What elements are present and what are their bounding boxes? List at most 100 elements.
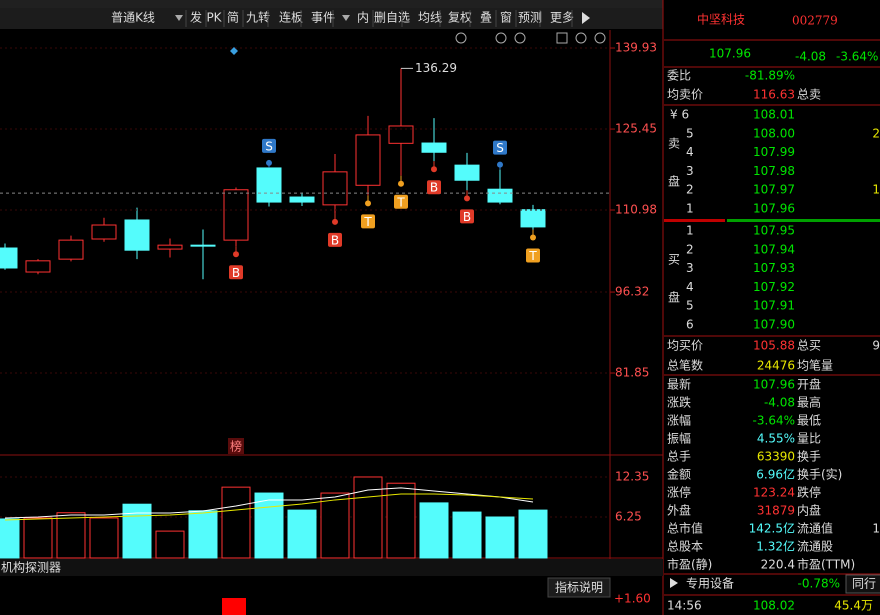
row-label: 流通股 [797, 540, 833, 554]
toolbar-button[interactable]: 叠 [480, 11, 492, 25]
row-value: 116.63 [753, 88, 795, 102]
candle-body [487, 188, 513, 203]
row-value: 24476 [757, 359, 795, 373]
book-level: 3 [686, 164, 694, 178]
signal-dot [530, 234, 536, 241]
toolbar-button[interactable]: 删自选 [374, 11, 410, 25]
signal-box [361, 214, 375, 229]
tool-icon[interactable] [514, 32, 526, 44]
row-label: 涨跌 [667, 395, 691, 410]
signal-box [460, 209, 474, 224]
book-level: 1 [686, 224, 694, 238]
row-label: 振幅 [667, 431, 691, 446]
toolbar-button[interactable]: 窗 [500, 11, 512, 25]
volume-bar [254, 492, 284, 559]
change-pct: -3.64% [836, 50, 878, 64]
row-label: 均笔量 [797, 358, 833, 373]
volume-bar [188, 510, 218, 559]
candle-body [520, 209, 546, 228]
book-side: 盘 [668, 290, 680, 305]
toolbar-button[interactable]: 更多 [550, 11, 574, 25]
candle-body [322, 171, 348, 206]
tool-icon[interactable] [575, 32, 587, 44]
tool-icon[interactable] [495, 32, 507, 44]
indicator-block [222, 598, 246, 615]
sector-name[interactable]: 专用设备 [686, 576, 734, 591]
stock-code: 002779 [792, 14, 838, 28]
y-tick-label: 110.98 [615, 203, 657, 217]
button[interactable] [547, 577, 611, 598]
signal-dot [398, 180, 404, 187]
signal-dot [464, 195, 470, 202]
row-label: 总市值 [667, 521, 703, 536]
book-price: 108.00 [753, 126, 795, 140]
candle-body [190, 244, 216, 247]
row-label: 涨幅 [667, 413, 691, 428]
signal-label: T [396, 195, 405, 209]
row-label: 总笔数 [667, 358, 703, 373]
book-level: 2 [686, 242, 694, 256]
row-label: 内盘 [797, 503, 821, 518]
signal-label: B [430, 181, 438, 195]
book-level: 5 [686, 126, 694, 140]
row-value: 107.96 [753, 378, 795, 392]
tool-icon[interactable] [594, 32, 606, 44]
price: 107.96 [709, 47, 751, 61]
toolbar-button[interactable]: 预测 [518, 11, 542, 25]
toolbar-button[interactable]: 九转 [246, 10, 270, 25]
signal-dot [266, 159, 272, 166]
y-tick-label: 12.35 [615, 469, 649, 483]
tab[interactable] [845, 574, 880, 594]
signal-box [328, 232, 342, 247]
toolbar-button[interactable]: 连板 [279, 10, 303, 25]
toolbar-button[interactable]: 内 [357, 11, 369, 25]
row-label: 总手 [667, 450, 691, 464]
play-icon [582, 12, 590, 24]
row-value: 4.55% [757, 432, 795, 446]
toolbar-button[interactable]: 复权 [448, 11, 472, 25]
row-value: 142.5亿 [749, 521, 795, 536]
top-strip [0, 0, 663, 8]
row-label: 最高 [797, 395, 821, 410]
candle-body [124, 219, 150, 251]
row-label: 总股本 [667, 540, 703, 554]
toolbar-button[interactable]: 发 [190, 10, 202, 25]
row-label: 市盈(TTM) [797, 557, 855, 572]
row-value: 1.32亿 [756, 539, 795, 554]
toolbar-button[interactable]: 普通K线 [111, 11, 155, 25]
row-extra: 1 [872, 522, 880, 536]
signal-box [262, 138, 276, 153]
candle-body [91, 224, 117, 240]
tab-label[interactable]: 同行 [852, 577, 876, 591]
book-price: 107.98 [753, 164, 795, 178]
toolbar [0, 8, 663, 29]
book-level: 1 [686, 202, 694, 216]
row-label: 均买价 [667, 339, 703, 353]
toolbar-button[interactable]: PK [206, 11, 222, 25]
row-label: 总卖 [797, 88, 821, 102]
row-value: 123.24 [753, 486, 795, 500]
row-extra: 9 [872, 339, 880, 353]
tool-icon[interactable] [455, 32, 467, 44]
book-level: ¥ 6 [670, 108, 689, 122]
row-value: 31879 [757, 504, 795, 518]
toolbar-button[interactable]: 事件 [311, 11, 335, 25]
candle-body [223, 189, 249, 241]
signal-label: T [363, 215, 372, 229]
change: -4.08 [795, 50, 826, 64]
toolbar-button[interactable]: 均线 [418, 11, 442, 25]
row-label: 委比 [667, 69, 691, 83]
candle-body [355, 134, 381, 186]
book-price: 107.91 [753, 299, 795, 313]
tool-icon[interactable] [556, 32, 568, 44]
badge-box [228, 438, 244, 454]
signal-label: T [528, 249, 537, 263]
button-label[interactable]: 指标说明 [555, 580, 603, 595]
book-price: 108.01 [753, 108, 795, 122]
indicator-name[interactable]: 机构探测器 [1, 560, 61, 575]
toolbar-button[interactable]: 简 [227, 11, 239, 25]
signal-label: S [496, 141, 504, 155]
book-price: 107.96 [753, 202, 795, 216]
candle-body [454, 164, 480, 181]
